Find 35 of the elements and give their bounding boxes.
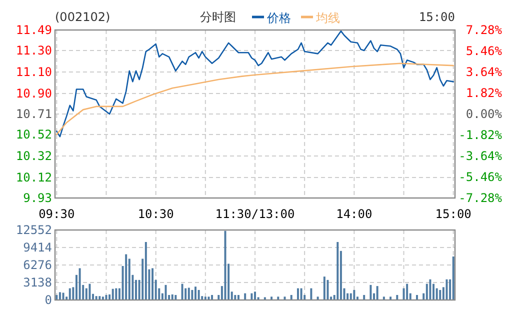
y-tick-label: 0 <box>44 293 52 307</box>
y-tick-label: 11.10 <box>16 65 52 79</box>
legend-label: 价格 <box>266 11 291 25</box>
y-tick-label: 9.93 <box>23 191 52 205</box>
y-tick-label: 10.90 <box>16 86 52 101</box>
y2-tick-label: 7.28% <box>466 23 503 37</box>
chart-subtitle: 分时图 <box>200 10 236 24</box>
y-tick-label: 12552 <box>16 223 52 237</box>
y-tick-label: 10.52 <box>16 127 52 142</box>
y2-tick-label: -3.64% <box>458 149 503 163</box>
x-tick-label: 09:30 <box>38 207 75 221</box>
y2-tick-label: 0.00% <box>466 107 503 121</box>
y2-tick-label: 5.46% <box>466 44 503 58</box>
line-series <box>56 30 454 138</box>
legend-label: 均线 <box>315 11 340 25</box>
y2-tick-label: -5.46% <box>458 170 503 184</box>
y-tick-label: 9414 <box>23 240 52 254</box>
y2-tick-label: 3.64% <box>466 65 503 79</box>
y-tick-label: 11.49 <box>16 23 52 37</box>
x-tick-label: 11:30/13:00 <box>215 207 295 221</box>
chart-title: (002102) <box>55 10 110 24</box>
y2-tick-label: 1.82% <box>466 86 503 100</box>
y2-tick-label: -7.28% <box>458 191 503 205</box>
y-tick-label: 3138 <box>23 276 52 290</box>
y-tick-label: 10.71 <box>16 107 52 121</box>
y2-tick-label: -1.82% <box>458 128 503 142</box>
line-series <box>56 62 454 136</box>
x-tick-label: 14:00 <box>336 207 372 221</box>
x-tick-label: 10:30 <box>138 207 174 221</box>
y-tick-label: 6276 <box>23 258 52 272</box>
y-tick-label: 10.12 <box>16 170 52 185</box>
x-tick-label: 15:00 <box>435 207 472 221</box>
y-tick-label: 10.32 <box>16 149 52 163</box>
text: 15:00 <box>418 10 455 24</box>
y-tick-label: 11.30 <box>16 43 52 58</box>
